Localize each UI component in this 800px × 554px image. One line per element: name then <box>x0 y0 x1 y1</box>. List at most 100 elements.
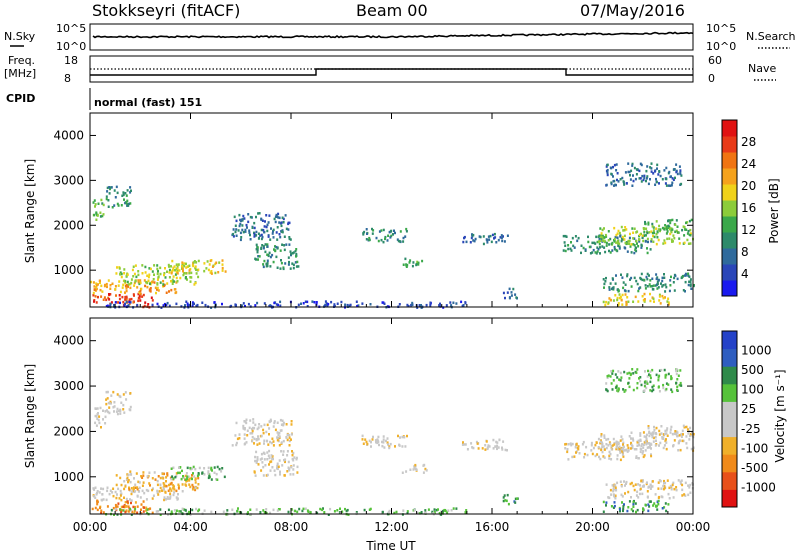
data-cell <box>649 444 651 447</box>
data-cell <box>93 213 96 217</box>
data-cell <box>125 509 128 513</box>
data-cell <box>657 481 660 484</box>
data-cell <box>113 513 115 516</box>
data-cell <box>294 509 297 513</box>
data-cell <box>262 228 265 232</box>
nsky-frame <box>89 23 694 51</box>
data-cell <box>387 443 389 446</box>
data-cell <box>661 279 664 283</box>
data-cell <box>406 303 409 307</box>
data-cell <box>297 303 300 307</box>
freq-label: Freq. <box>8 54 35 67</box>
data-cell <box>128 300 131 304</box>
data-cell <box>639 379 642 383</box>
data-cell <box>267 443 270 446</box>
data-cell <box>258 255 261 258</box>
data-cell <box>649 487 652 490</box>
data-cell <box>605 483 608 486</box>
data-cell <box>295 265 298 268</box>
data-cell <box>677 449 680 452</box>
data-cell <box>357 304 360 307</box>
data-cell <box>194 281 197 285</box>
data-cell <box>620 485 623 488</box>
beam-title: Beam 00 <box>356 1 428 20</box>
x-tick-label: 12:00 <box>374 520 409 534</box>
data-cell <box>105 298 108 302</box>
data-cell <box>139 281 142 285</box>
data-cell <box>122 191 125 194</box>
data-cell <box>639 376 642 379</box>
data-cell <box>96 407 99 410</box>
data-cell <box>608 441 611 444</box>
data-cell <box>627 170 630 174</box>
data-cell <box>664 182 667 185</box>
data-cell <box>263 423 266 427</box>
data-cell <box>609 251 612 254</box>
data-cell <box>412 468 415 471</box>
data-cell <box>273 217 276 221</box>
data-cell <box>599 457 602 461</box>
data-cell <box>134 501 137 504</box>
nsearch-tick-top: 10^5 <box>706 22 736 35</box>
data-cell <box>124 201 127 205</box>
data-cell <box>125 201 128 205</box>
data-cell <box>609 488 612 492</box>
data-cell <box>655 273 658 276</box>
data-cell <box>642 443 645 447</box>
data-cell <box>684 494 687 497</box>
data-cell <box>665 184 668 187</box>
data-cell <box>282 450 285 453</box>
data-cell <box>380 238 383 242</box>
data-cell <box>356 304 359 308</box>
data-cell <box>119 489 122 493</box>
data-cell <box>206 260 209 263</box>
data-cell <box>99 281 101 284</box>
data-cell <box>620 237 623 240</box>
data-cell <box>372 229 375 232</box>
data-cell <box>355 300 358 303</box>
data-cell <box>647 503 650 506</box>
data-cell <box>106 186 109 190</box>
data-cell <box>124 485 127 488</box>
data-cell <box>363 508 366 512</box>
data-cell <box>566 448 569 451</box>
data-cell <box>635 168 638 171</box>
data-cell <box>643 292 646 296</box>
data-cell <box>277 212 280 216</box>
data-cell <box>173 485 175 488</box>
data-cell <box>452 507 455 510</box>
data-cell <box>191 467 194 470</box>
data-cell <box>123 480 126 483</box>
data-cell <box>668 170 671 174</box>
data-cell <box>627 449 630 452</box>
data-cell <box>263 259 266 263</box>
data-cell <box>672 496 675 499</box>
data-cell <box>130 501 132 505</box>
data-cell <box>610 458 613 461</box>
data-cell <box>686 446 689 450</box>
data-cell <box>106 489 109 493</box>
data-cell <box>197 476 200 480</box>
data-cell <box>151 299 154 302</box>
data-cell <box>182 270 184 273</box>
data-cell <box>662 284 665 287</box>
data-cell <box>301 509 304 513</box>
data-cell <box>289 250 292 253</box>
data-cell <box>660 368 663 372</box>
data-cell <box>657 173 660 176</box>
data-cell <box>166 472 169 475</box>
data-cell <box>162 477 165 480</box>
data-cell <box>92 291 95 295</box>
data-cell <box>152 487 154 490</box>
data-cell <box>285 243 288 246</box>
data-cell <box>251 432 254 435</box>
data-cell <box>102 511 105 514</box>
data-cell <box>249 419 252 422</box>
data-cell <box>256 456 259 459</box>
data-cell <box>637 457 640 460</box>
data-cell <box>642 455 645 459</box>
data-cell <box>650 454 653 458</box>
data-cell <box>667 219 670 222</box>
data-cell <box>638 234 641 238</box>
data-cell <box>191 488 194 491</box>
